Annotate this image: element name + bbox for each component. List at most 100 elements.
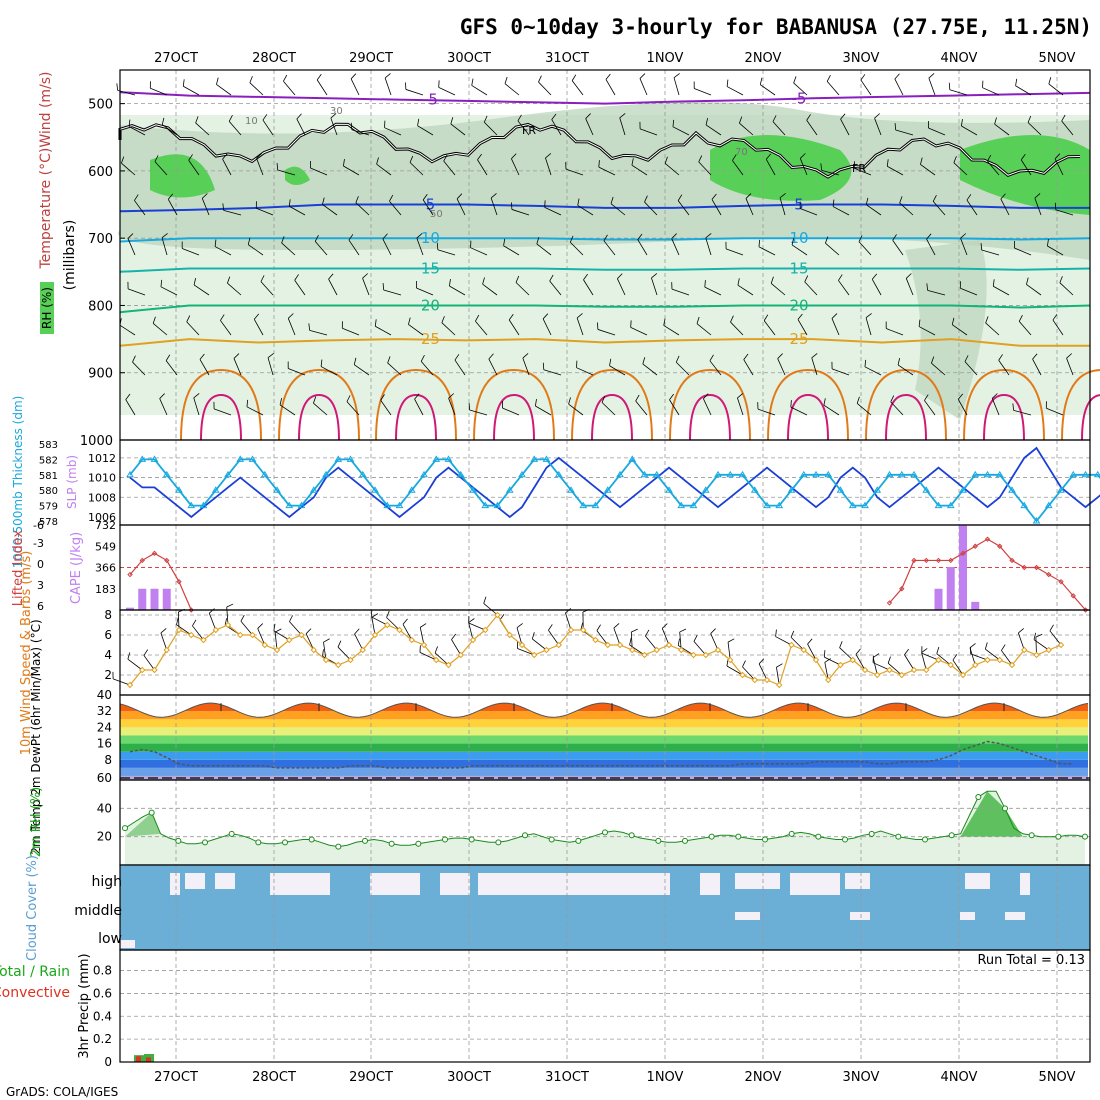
wind-speed-marker [727,656,734,664]
thickness-marker [162,470,171,478]
wind-barb [982,87,1000,96]
wind-barb [726,86,744,96]
wind-barb-feather [793,76,797,84]
rh-marker [1028,832,1035,839]
wind-barb-feather [894,123,897,131]
wind-tick-label: 4 [104,648,112,662]
wind-barb [504,83,520,96]
cloud-cover-panel: high middle low Cloud Cover (%) [25,855,1091,961]
wind-barb-feather [488,353,494,360]
wind-barb-feather [998,354,1003,361]
wind-barb-feather [571,74,577,81]
lifted-index-marker [139,557,145,564]
wind-barb [872,657,878,676]
lifted-index-marker [972,543,978,549]
wind-barb-feather [538,75,542,83]
thickness-marker [640,470,649,478]
wind-barb-feather [758,658,765,665]
wind-barb-feather [980,243,983,251]
wind-barb-feather [576,313,583,319]
wind-speed-marker [298,631,305,639]
wind-barb [776,667,780,686]
wind-barb-feather [776,663,783,668]
rh-legend-swatch [40,282,54,334]
wind-barb [1000,198,1010,216]
bottom-date-label: 5NOV [1039,1070,1076,1085]
cape-bar [162,588,171,610]
wind-barb [568,403,584,416]
mid-cloud-gap [850,912,870,920]
wind-barb-feather [1032,353,1038,360]
wind-barb [240,620,253,636]
wind-barb [645,635,658,651]
wind-barb [294,280,306,296]
slp-tick-label: 1006 [88,511,116,524]
wind-barb [981,249,1000,256]
wind-barb [350,78,360,96]
wind-barb [468,622,486,631]
wind-barb [337,646,351,661]
wind-barb [549,280,562,296]
wind-barb-feather [216,77,219,85]
isotherm-5 [119,203,1090,213]
precip-panel: 0 0.2 0.4 0.6 0.8 Run Total = 0.13 Total / Rai… [0,949,1091,1069]
rh-marker [468,836,475,843]
lifted-index-marker [960,550,966,557]
wind-barb [866,204,882,216]
thickness-marker [493,501,502,509]
wind-speed-marker [359,646,366,654]
cape-bar [959,525,967,610]
wind-barb-feather [289,615,293,622]
wind-barb-feather [511,153,517,159]
wind-barb-feather [483,596,487,604]
thickness-marker [799,470,808,478]
wind-barb [112,678,131,686]
rh-marker [335,843,342,850]
wind-barb-feather [330,113,337,119]
bottom-date-labels: 27OCT 28OCT 29OCT 30OCT 31OCT 1NOV 2NOV 3NOV 4NO… [154,1070,1075,1085]
wind-barb [887,662,903,676]
li-tick-label: -6 [33,519,44,532]
wind-barb [246,406,264,416]
wind-speed-marker [518,641,526,649]
wind-barb-feather [226,603,234,608]
wind-barb-feather [904,648,909,655]
cloud-level-label: high [91,874,122,890]
wind-barb-feather [772,115,777,122]
wind-barb [283,80,296,96]
wind-barb-feather [294,274,299,281]
thickness-marker [138,455,147,462]
wind-barb [960,287,978,296]
wind-barb [970,653,988,661]
wind-barb-feather [160,628,167,634]
wind-barb [143,655,155,671]
high-cloud-gap [300,873,330,895]
wind-barb-feather [609,358,612,366]
wind-barb [384,127,402,136]
wind-speed-marker [310,646,317,654]
wind-barb-feather [441,316,445,323]
wind-barb [386,617,400,631]
wind-barb-feather [672,119,675,127]
wind-barb-feather [322,649,324,657]
wind-barb [858,241,872,256]
wind-speed-marker [923,666,930,674]
wind-barb-feather [176,617,179,625]
wind-barb [672,126,690,136]
top-date-label: 28OCT [252,51,296,66]
wind-speed-marker [996,656,1003,664]
wind-barb [1046,407,1064,416]
wind-barb [793,82,808,96]
wind-barb [890,401,904,416]
isotherm-30 [767,368,849,441]
wind-barb-feather [865,197,869,205]
wind-barb [807,643,817,661]
wind-barb-feather [193,393,200,399]
rh-marker [362,837,368,844]
wind-barb [694,88,712,96]
wind-barb-feather [253,313,260,320]
wind-barb [416,237,424,256]
top-date-label: 29OCT [349,51,393,66]
wind-barb [577,205,594,216]
wind-barb [757,408,776,416]
